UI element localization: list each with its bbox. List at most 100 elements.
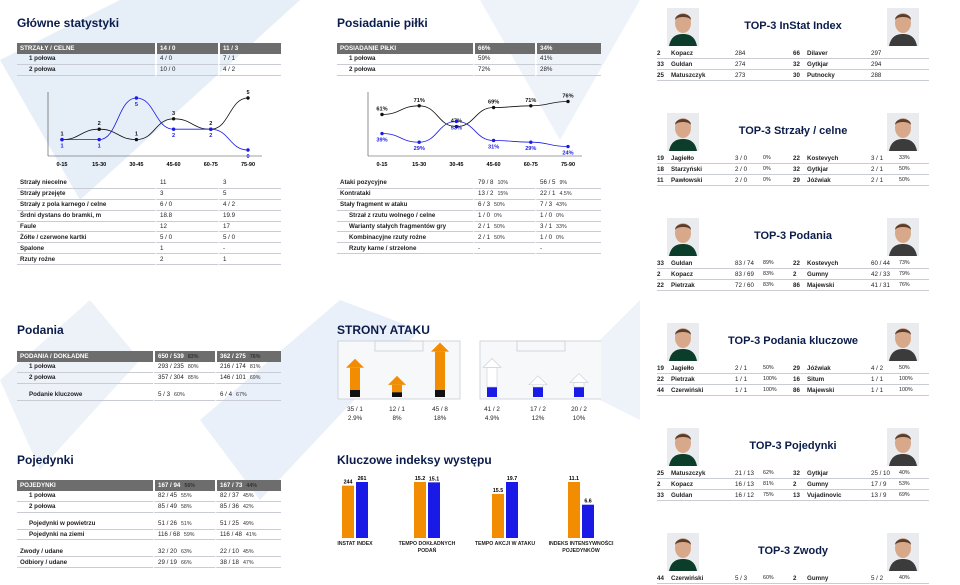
player-percent: 53% xyxy=(899,481,910,487)
stat-label: Spalone xyxy=(17,243,155,255)
player-percent: 0% xyxy=(763,166,771,172)
top3-panel: TOP-3 Podania kluczowe 19 Jagiełło 2 / 1 50%… xyxy=(657,323,929,396)
kpi-label-line2: PODAŃ xyxy=(417,548,437,554)
attack-side-value: 20 / 2 xyxy=(571,406,587,413)
possession-label: Rzuty karne / strzelone xyxy=(337,243,473,255)
attack-success-bar xyxy=(487,387,497,397)
duels-value-a-value: 51 / 26 xyxy=(158,520,177,528)
player-avatar-left xyxy=(667,323,699,361)
passes-value-a-value: 293 / 235 xyxy=(158,363,184,371)
possession-value-a: 2 / 1 50% xyxy=(473,221,535,233)
table-row: Strzał z rzutu wolnego / celne 1 / 0 0% 1 /… xyxy=(337,210,601,222)
possession-value-b-percent: 9% xyxy=(559,180,568,187)
kpi-label-line1: INSTAT INDEX xyxy=(337,541,373,547)
kpi-label: TEMPO DOKŁADNYCH PODAŃ xyxy=(392,541,462,555)
passes-header-a: 650 / 539 83% xyxy=(153,351,215,362)
duels-header-a-value: 167 / 94 xyxy=(158,481,181,489)
kpi-value-b: 261 xyxy=(358,476,367,482)
stat-label: Żółte / czerwone kartki xyxy=(17,232,155,244)
player-value: 3 / 0 xyxy=(735,154,748,162)
top3-left-player: 18 Starzyński 2 / 0 0% xyxy=(657,164,793,175)
x-tick-label: 75-90 xyxy=(241,162,255,168)
duels-value-a-value: 116 / 68 xyxy=(158,531,180,538)
stat-label: Strzały niecelne xyxy=(17,178,155,189)
possession-details-table: Ataki pozycyjne 79 / 8 10% 56 / 5 9% Kontrata… xyxy=(337,178,601,255)
data-point xyxy=(209,127,213,131)
player-percent: 79% xyxy=(899,271,910,277)
kpi-label-line1: TEMPO AKCJI W ATAKU xyxy=(474,541,536,547)
series-line xyxy=(381,101,569,128)
main-stats-half2-a: 10 / 0 xyxy=(155,64,218,76)
data-point xyxy=(417,140,421,144)
duels-value-a: 82 / 45 55% xyxy=(153,490,215,502)
table-row: Spalone 1- xyxy=(17,243,281,255)
top3-header: TOP-3 Podania kluczowe xyxy=(657,323,929,363)
top3-left-player: 44 Czerwiński 5 / 3 60% xyxy=(657,573,793,584)
player-number: 22 xyxy=(793,259,800,267)
x-tick-label: 30-45 xyxy=(449,162,463,168)
top3-left-player: 25 Matuszczyk 21 / 13 62% xyxy=(657,468,793,479)
possession-value-b-value: 1 / 0 xyxy=(540,212,553,220)
top3-header: TOP-3 Pojedynki xyxy=(657,428,929,468)
player-percent: 50% xyxy=(899,177,910,183)
player-percent: 89% xyxy=(763,260,774,266)
kpi-label-line1: INDEKS INTENSYWNOŚCI xyxy=(548,541,614,547)
player-number: 18 xyxy=(657,165,664,173)
data-label: 76% xyxy=(562,93,573,99)
kpi-label: INSTAT INDEX xyxy=(320,541,390,548)
player-name: Vujadinovic xyxy=(807,491,842,499)
top3-title: TOP-3 Pojedynki xyxy=(749,440,837,452)
attack-side-value: 35 / 1 xyxy=(347,406,363,413)
possession-value-b-percent: 43% xyxy=(556,202,567,209)
attack-bar xyxy=(435,351,445,390)
kpi-bar-a xyxy=(414,482,426,538)
data-point xyxy=(134,96,139,100)
table-row: Zwody / udane 32 / 20 63% 22 / 10 45% xyxy=(17,546,281,558)
possession-value-b: 1 / 0 0% xyxy=(535,232,601,244)
possession-label: Ataki pozycyjne xyxy=(337,178,473,189)
data-label: 69% xyxy=(488,100,499,106)
kpi-value-a: 11.1 xyxy=(569,476,579,482)
possession-value-a: 1 / 0 0% xyxy=(473,210,535,222)
passes-title: Podania xyxy=(17,323,64,337)
possession-value-a: - xyxy=(473,243,535,255)
possession-value-b-value: 3 / 1 xyxy=(540,223,553,230)
top3-panel: TOP-3 Pojedynki 25 Matuszczyk 21 / 13 62% 32 G… xyxy=(657,428,929,501)
attack-side-percent: 2.9% xyxy=(347,415,363,422)
top3-title: TOP-3 Strzały / celne xyxy=(738,125,848,137)
passes-value-a: 293 / 235 80% xyxy=(153,361,215,373)
attack-side-percent: 18% xyxy=(433,415,447,422)
possession-header-b: 34% xyxy=(535,43,601,54)
duels-value-a-percent: 58% xyxy=(180,504,192,511)
x-tick-label: 0-15 xyxy=(376,162,387,168)
penalty-box xyxy=(374,340,424,352)
top3-left-player: 33 Guldan 274 xyxy=(657,59,793,70)
player-number: 16 xyxy=(793,375,800,383)
table-row: 2 połowa 85 / 49 58% 85 / 36 42% xyxy=(17,501,281,513)
attack-success-bar xyxy=(350,389,360,397)
duels-value-b: 38 / 18 47% xyxy=(215,557,281,569)
player-name: Gumny xyxy=(807,574,829,582)
top3-row: 2 Kopacz 284 66 Dilaver 297 xyxy=(657,48,929,59)
possession-value-b-percent: 33% xyxy=(556,224,567,230)
player-value: 25 / 10 xyxy=(871,469,890,477)
data-point xyxy=(171,117,176,121)
data-label: 31% xyxy=(488,144,499,150)
data-point xyxy=(97,137,101,142)
player-value: 60 / 44 xyxy=(871,259,890,267)
attack-bar xyxy=(350,367,360,390)
duels-value-b: 51 / 25 49% xyxy=(215,518,281,530)
player-percent: 83% xyxy=(763,271,774,277)
player-value: 1 / 1 xyxy=(735,375,748,383)
player-avatar-left xyxy=(667,113,699,151)
player-percent: 81% xyxy=(763,481,774,487)
top3-title: TOP-3 Zwody xyxy=(757,545,829,557)
player-name: Guldan xyxy=(671,259,693,267)
possession-value-b: 56 / 5 9% xyxy=(535,178,601,189)
duels-value-a-value: 32 / 20 xyxy=(158,547,177,555)
passes-value-a-percent: 80% xyxy=(187,364,199,371)
possession-value-a-percent: 50% xyxy=(494,234,505,241)
player-name: Situm xyxy=(807,375,825,383)
player-number: 2 xyxy=(657,49,661,57)
